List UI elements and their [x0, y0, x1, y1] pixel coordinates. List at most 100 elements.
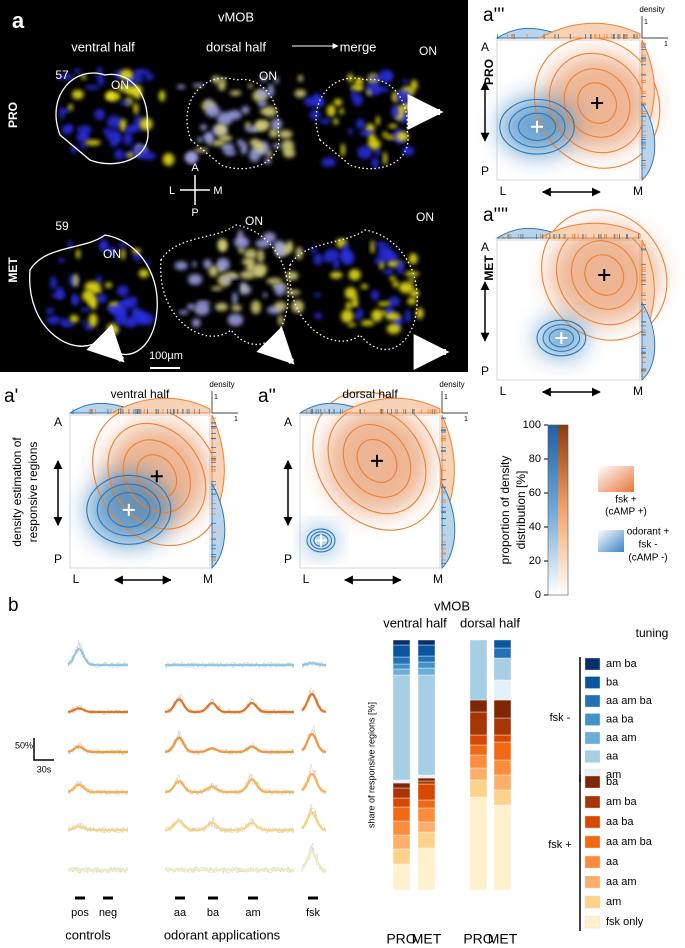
cell-blob: [267, 83, 275, 98]
cell-blob: [119, 69, 134, 81]
label: M: [433, 572, 443, 586]
cell-blob: [78, 132, 89, 139]
panel-label: a'''': [483, 205, 508, 226]
contour-orange: [548, 52, 646, 154]
cell-blob: [106, 115, 122, 129]
cell-blob: [333, 98, 343, 106]
legend-swatch: [584, 875, 601, 889]
cell-blob: [270, 118, 283, 131]
label: fsk -: [639, 540, 658, 551]
cell-blob: [88, 313, 98, 328]
cell-blob: [402, 79, 409, 84]
bar-segment: [417, 847, 436, 891]
cell-blob: [117, 242, 129, 248]
cell-blob: [277, 314, 284, 326]
cell-blob: [257, 249, 265, 263]
region-outline: [55, 72, 149, 165]
panel-label: a'': [258, 386, 276, 407]
cell-blob: [81, 319, 87, 325]
cell-blob: [274, 283, 286, 296]
bar-segment: [469, 796, 488, 891]
peak-marker: [371, 454, 383, 467]
cell-blob: [371, 309, 383, 322]
label: ON: [103, 247, 121, 261]
legend-swatch: [584, 815, 601, 829]
cell-blob: [84, 85, 100, 90]
bar-segment: [469, 734, 488, 746]
cell-blob: [314, 312, 322, 320]
cell-blob: [240, 141, 248, 155]
cell-blob: [313, 253, 323, 266]
x-tick-label: PRO: [386, 931, 416, 947]
x-tick-label: PRO: [463, 931, 493, 947]
bar-segment: [493, 679, 512, 701]
cell-blob: [71, 295, 80, 305]
cell-blob: [374, 149, 382, 157]
cell-blob: [385, 312, 401, 321]
cell-blob: [404, 271, 420, 277]
cell-blob: [269, 128, 279, 138]
cell-blob: [225, 271, 238, 279]
cell-blob: [186, 303, 196, 310]
cell-blob: [333, 118, 339, 125]
cell-blob: [211, 75, 222, 84]
cell-blob: [273, 240, 285, 250]
trace-mean: [67, 745, 128, 754]
cell-blob: [218, 134, 233, 142]
cell-blob: [250, 300, 261, 315]
label: P: [284, 552, 292, 566]
cell-blob: [211, 139, 225, 147]
legend-label: aa: [606, 856, 619, 868]
x-tick-label: MET: [412, 931, 442, 947]
bar-segment: [392, 656, 411, 665]
trace-mean: [301, 692, 327, 713]
bar-segment: [417, 674, 436, 776]
trace-mean: [164, 736, 294, 754]
cell-blob: [57, 258, 65, 263]
cell-blob: [345, 301, 352, 311]
label: P: [481, 364, 489, 378]
direction-arrow: [256, 326, 295, 365]
bar-segment: [417, 774, 436, 779]
cell-blob: [227, 313, 244, 327]
cell-blob: [46, 315, 61, 325]
cell-blob: [274, 76, 279, 84]
contour-orange: [570, 240, 638, 310]
cell-blob: [389, 275, 396, 282]
legend-label: am ba: [606, 796, 637, 808]
legend-swatch: [584, 750, 601, 763]
cell-blob: [133, 102, 139, 115]
cell-blob: [134, 68, 150, 75]
contour-blue: [499, 98, 575, 155]
bar-segment: [417, 639, 436, 646]
label: ventral half: [383, 615, 447, 630]
region-outline: [160, 224, 289, 345]
label: density: [209, 380, 234, 389]
cell-blob: [367, 75, 384, 81]
trace-mean: [301, 810, 327, 831]
cell-blob: [366, 89, 372, 96]
bar-segment: [493, 759, 512, 776]
bar-segment: [493, 657, 512, 681]
cell-blob: [348, 269, 361, 281]
label: 59: [55, 219, 69, 233]
cell-blob: [205, 99, 212, 106]
cell-blob: [104, 282, 113, 288]
label: PRO: [6, 102, 20, 128]
bar-segment: [493, 699, 512, 719]
bar-segment: [417, 831, 436, 849]
colorbar-tick-label: 40: [529, 521, 541, 533]
cell-blob: [266, 277, 283, 285]
cell-blob: [135, 309, 146, 320]
cell-blob: [218, 241, 227, 252]
cell-blob: [374, 86, 390, 93]
legend-label: aa am: [606, 876, 637, 888]
cell-blob: [383, 151, 388, 166]
bar-segment: [417, 780, 436, 785]
cell-blob: [416, 307, 424, 319]
cell-blob: [371, 157, 380, 169]
legend-label: aa am ba: [606, 695, 653, 707]
cell-blob: [221, 143, 235, 153]
cell-blob: [259, 108, 270, 114]
density-axis: [641, 16, 668, 39]
